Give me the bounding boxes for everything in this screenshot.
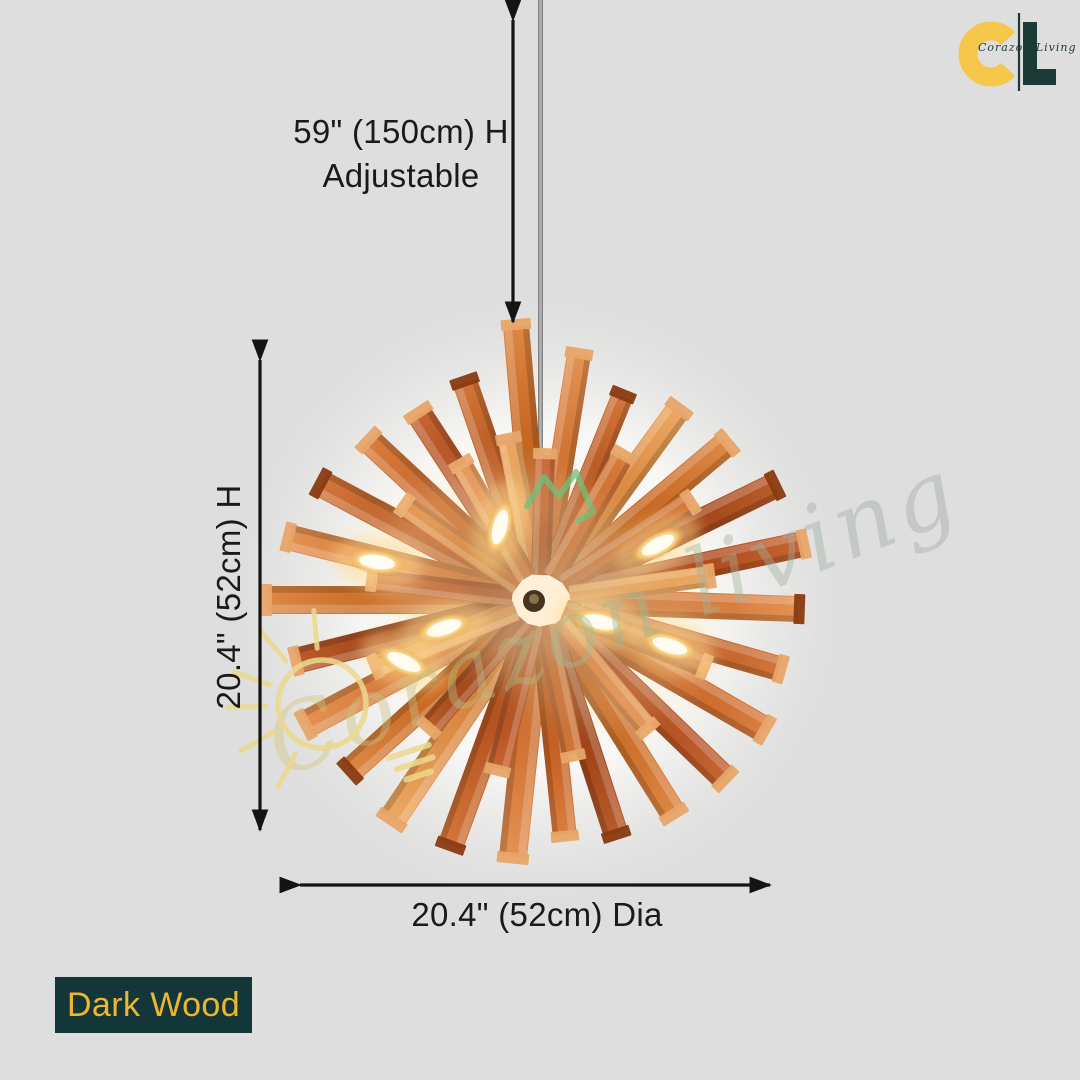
light-bulb	[331, 535, 423, 589]
watermark-zigzag	[524, 469, 596, 524]
chandelier-hub	[523, 590, 545, 612]
light-bulb	[615, 513, 701, 577]
brand-script-text: Corazon Living	[978, 41, 1077, 54]
light-bulb	[554, 594, 646, 650]
logo-letter-c	[958, 21, 1016, 87]
hanging-cord	[538, 0, 543, 565]
brand-logo: Corazon Living	[948, 10, 1077, 106]
light-bulb	[360, 631, 448, 693]
logo-letter-l	[1023, 22, 1056, 85]
fixture-height-label: 20.4" (52cm) H	[210, 484, 247, 710]
dimension-arrows	[251, 0, 772, 894]
light-bulb	[472, 482, 528, 572]
hanging-height-label: 59" (150cm) H Adjustable	[240, 110, 562, 198]
hanging-height-note: Adjustable	[322, 157, 480, 194]
light-bulb	[625, 617, 715, 675]
chandelier-bulbs	[331, 482, 715, 693]
variant-chip: Dark Wood	[55, 977, 252, 1033]
brand-monogram	[958, 13, 1056, 91]
hanging-height-value: 59" (150cm) H	[293, 113, 509, 150]
diameter-label: 20.4" (52cm) Dia	[411, 896, 663, 933]
